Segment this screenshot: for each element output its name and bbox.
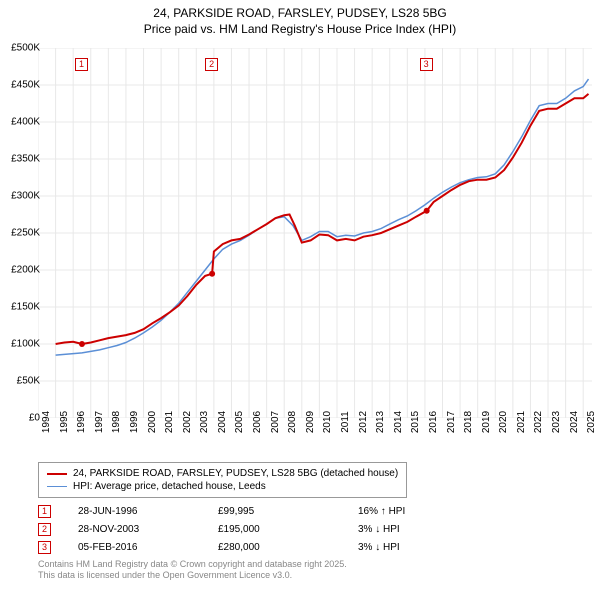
marker-box-icon: 2 <box>38 523 51 536</box>
x-tick-label: 2014 <box>393 411 404 433</box>
x-tick-label: 2024 <box>569 411 580 433</box>
x-tick-label: 2010 <box>322 411 333 433</box>
chart-svg <box>38 48 592 418</box>
x-tick-label: 2005 <box>234 411 245 433</box>
x-tick-label: 2016 <box>428 411 439 433</box>
x-tick-label: 2018 <box>463 411 474 433</box>
footnote-line-2: This data is licensed under the Open Gov… <box>38 570 292 580</box>
y-tick-label: £0 <box>29 413 40 424</box>
footnote-line-1: Contains HM Land Registry data © Crown c… <box>38 559 347 569</box>
x-tick-label: 1999 <box>129 411 140 433</box>
x-tick-label: 1996 <box>76 411 87 433</box>
transaction-diff: 3% ↓ HPI <box>358 524 478 535</box>
transaction-date: 05-FEB-2016 <box>78 542 218 553</box>
chart-marker-3: 3 <box>420 54 433 72</box>
marker-box-icon: 3 <box>420 58 433 71</box>
y-tick-label: £500K <box>11 43 40 54</box>
y-tick-label: £150K <box>11 302 40 313</box>
transaction-diff: 16% ↑ HPI <box>358 506 478 517</box>
x-tick-label: 2012 <box>358 411 369 433</box>
y-tick-label: £300K <box>11 191 40 202</box>
y-tick-label: £200K <box>11 265 40 276</box>
legend-item: 24, PARKSIDE ROAD, FARSLEY, PUDSEY, LS28… <box>47 467 398 480</box>
x-tick-label: 2025 <box>586 411 597 433</box>
transaction-price: £99,995 <box>218 506 358 517</box>
x-tick-label: 2017 <box>446 411 457 433</box>
chart-title: 24, PARKSIDE ROAD, FARSLEY, PUDSEY, LS28… <box>0 0 600 37</box>
marker-box-icon: 1 <box>75 58 88 71</box>
x-tick-label: 2020 <box>498 411 509 433</box>
title-line-2: Price paid vs. HM Land Registry's House … <box>144 22 456 36</box>
transaction-diff: 3% ↓ HPI <box>358 542 478 553</box>
x-tick-label: 2004 <box>217 411 228 433</box>
legend-label: HPI: Average price, detached house, Leed… <box>73 481 266 492</box>
x-tick-label: 2022 <box>533 411 544 433</box>
title-line-1: 24, PARKSIDE ROAD, FARSLEY, PUDSEY, LS28… <box>153 6 446 20</box>
x-tick-label: 2002 <box>182 411 193 433</box>
x-tick-label: 1995 <box>59 411 70 433</box>
x-tick-label: 2009 <box>305 411 316 433</box>
y-tick-label: £100K <box>11 339 40 350</box>
transaction-row: 1 28-JUN-1996£99,99516% ↑ HPI <box>38 502 478 520</box>
transaction-price: £280,000 <box>218 542 358 553</box>
legend-swatch-icon <box>47 473 67 475</box>
x-tick-label: 2001 <box>164 411 175 433</box>
x-tick-label: 2006 <box>252 411 263 433</box>
x-tick-label: 2011 <box>340 411 351 433</box>
chart-marker-1: 1 <box>75 54 88 72</box>
legend-swatch-icon <box>47 486 67 487</box>
x-tick-label: 2019 <box>481 411 492 433</box>
chart-container: 24, PARKSIDE ROAD, FARSLEY, PUDSEY, LS28… <box>0 0 600 590</box>
transaction-row: 2 28-NOV-2003£195,0003% ↓ HPI <box>38 520 478 538</box>
x-tick-label: 1997 <box>94 411 105 433</box>
x-tick-label: 2013 <box>375 411 386 433</box>
y-tick-label: £50K <box>17 376 40 387</box>
marker-box-icon: 3 <box>38 541 51 554</box>
x-tick-label: 2008 <box>287 411 298 433</box>
x-tick-label: 2023 <box>551 411 562 433</box>
legend: 24, PARKSIDE ROAD, FARSLEY, PUDSEY, LS28… <box>38 462 407 498</box>
marker-box-icon: 2 <box>205 58 218 71</box>
chart-marker-2: 2 <box>205 54 218 72</box>
chart-area: 1 2 3 <box>38 48 592 418</box>
y-tick-label: £350K <box>11 154 40 165</box>
transaction-row: 3 05-FEB-2016£280,0003% ↓ HPI <box>38 538 478 556</box>
transaction-date: 28-JUN-1996 <box>78 506 218 517</box>
y-tick-label: £250K <box>11 228 40 239</box>
transaction-date: 28-NOV-2003 <box>78 524 218 535</box>
x-tick-label: 1994 <box>41 411 52 433</box>
y-tick-label: £450K <box>11 80 40 91</box>
transaction-price: £195,000 <box>218 524 358 535</box>
x-tick-label: 2007 <box>270 411 281 433</box>
x-tick-label: 2015 <box>410 411 421 433</box>
marker-box-icon: 1 <box>38 505 51 518</box>
footnote: Contains HM Land Registry data © Crown c… <box>38 559 347 582</box>
legend-label: 24, PARKSIDE ROAD, FARSLEY, PUDSEY, LS28… <box>73 468 398 479</box>
transaction-table: 1 28-JUN-1996£99,99516% ↑ HPI 2 28-NOV-2003… <box>38 502 478 556</box>
x-tick-label: 2003 <box>199 411 210 433</box>
legend-item: HPI: Average price, detached house, Leed… <box>47 480 398 493</box>
y-tick-label: £400K <box>11 117 40 128</box>
x-tick-label: 1998 <box>111 411 122 433</box>
x-tick-label: 2000 <box>147 411 158 433</box>
x-tick-label: 2021 <box>516 411 527 433</box>
